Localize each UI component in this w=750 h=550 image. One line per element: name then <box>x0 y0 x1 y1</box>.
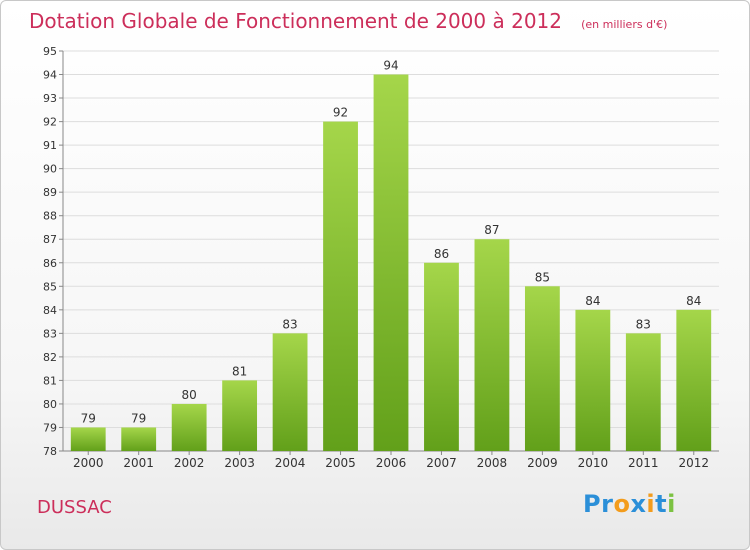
y-tick-label: 92 <box>43 116 57 129</box>
chart-unit: (en milliers d'€) <box>581 18 668 31</box>
bar <box>676 309 712 451</box>
bar <box>424 262 459 451</box>
y-tick-label: 89 <box>43 186 57 199</box>
bar <box>70 427 106 451</box>
bar-value-label: 87 <box>484 223 499 237</box>
bar-value-label: 79 <box>81 411 96 425</box>
y-tick-label: 86 <box>43 257 57 270</box>
bar <box>171 403 207 451</box>
proxiti-logo[interactable]: Proxiti <box>583 490 676 518</box>
bar <box>524 286 560 451</box>
bar <box>625 333 661 451</box>
y-tick-label: 95 <box>43 45 57 58</box>
bar <box>323 121 358 452</box>
x-tick-label: 2005 <box>325 456 356 470</box>
x-tick-label: 2011 <box>628 456 659 470</box>
commune-name: DUSSAC <box>37 497 112 518</box>
x-tick-label: 2001 <box>123 456 154 470</box>
bar <box>474 239 510 451</box>
y-tick-label: 87 <box>43 233 57 246</box>
bar-value-label: 80 <box>182 388 197 402</box>
x-tick-label: 2004 <box>275 456 306 470</box>
x-tick-label: 2008 <box>477 456 508 470</box>
y-tick-label: 80 <box>43 398 57 411</box>
bar <box>575 309 611 451</box>
y-tick-label: 84 <box>43 304 57 317</box>
x-tick-label: 2009 <box>527 456 558 470</box>
bar-value-label: 83 <box>282 317 297 331</box>
bar-chart: 78 79 80 81 82 83 84 85 86 87 88 89 90 91 92 93 94 95 79 2… <box>43 45 719 470</box>
y-tick-label: 83 <box>43 327 57 340</box>
bar-value-label: 84 <box>585 294 600 308</box>
y-tick-label: 88 <box>43 210 57 223</box>
y-tick-label: 79 <box>43 421 57 434</box>
title-row: Dotation Globale de Fonctionnement de 20… <box>29 9 667 33</box>
x-tick-label: 2010 <box>578 456 609 470</box>
bar-value-label: 92 <box>333 106 348 120</box>
y-tick-label: 82 <box>43 351 57 364</box>
x-tick-label: 2007 <box>426 456 457 470</box>
y-tick-label: 94 <box>43 69 57 82</box>
x-tick-label: 2000 <box>73 456 104 470</box>
x-tick-label: 2006 <box>376 456 407 470</box>
bar <box>272 333 308 451</box>
y-tick-label: 81 <box>43 374 57 387</box>
y-tick-label: 90 <box>43 163 57 176</box>
bar-value-label: 81 <box>232 364 247 378</box>
x-tick-label: 2002 <box>174 456 205 470</box>
bar <box>222 380 258 451</box>
y-tick-label: 93 <box>43 92 57 105</box>
chart-title: Dotation Globale de Fonctionnement de 20… <box>29 9 562 33</box>
bar <box>373 74 409 451</box>
bar-value-label: 79 <box>131 411 146 425</box>
bar <box>121 427 157 451</box>
bar-value-label: 94 <box>383 59 398 73</box>
bar-value-label: 85 <box>535 270 550 284</box>
y-tick-label: 78 <box>43 445 57 458</box>
x-tick-label: 2003 <box>224 456 255 470</box>
x-tick-label: 2012 <box>678 456 709 470</box>
bar-value-label: 84 <box>686 294 701 308</box>
bar-value-label: 83 <box>636 317 651 331</box>
y-tick-label: 85 <box>43 280 57 293</box>
bar-value-label: 86 <box>434 247 449 261</box>
y-tick-label: 91 <box>43 139 57 152</box>
